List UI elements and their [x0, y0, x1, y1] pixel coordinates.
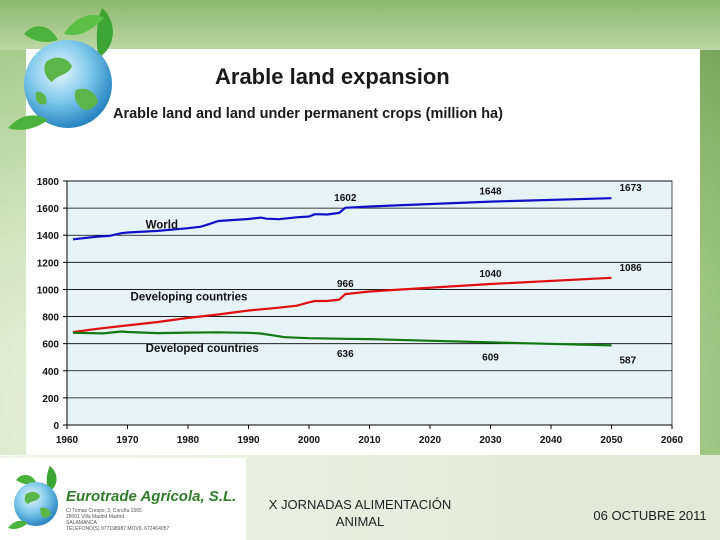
company-name: Eurotrade Agrícola, S.L. [66, 488, 237, 505]
chart-subtitle: Arable land and land under permanent cro… [113, 106, 503, 122]
event-date: 06 OCTUBRE 2011 [593, 508, 707, 523]
series-label: Developing countries [131, 291, 248, 303]
y-tick-label: 600 [42, 340, 59, 351]
plot-area [66, 180, 673, 426]
x-tick-label: 1970 [116, 435, 139, 446]
data-label: 1602 [334, 193, 357, 204]
y-tick-label: 200 [42, 394, 59, 405]
x-tick-label: 2010 [358, 435, 381, 446]
data-label: 1648 [479, 187, 502, 198]
data-label: 966 [337, 279, 354, 290]
x-tick-label: 1980 [177, 435, 200, 446]
data-label: 636 [337, 349, 354, 360]
x-tick-label: 1990 [237, 435, 260, 446]
company-detail-line: SALAMANCA [66, 520, 97, 526]
event-title-line1: X JORNADAS ALIMENTACIÓN [268, 497, 452, 512]
x-tick-label: 2040 [540, 435, 563, 446]
series-label: World [146, 219, 178, 231]
chart-title: Arable land expansion [215, 64, 450, 89]
y-tick-label: 1800 [37, 177, 60, 188]
data-label: 609 [482, 352, 499, 363]
x-tick-label: 2050 [600, 435, 623, 446]
data-label: 1040 [479, 269, 502, 280]
globe-logo-icon [8, 8, 113, 130]
data-label: 1086 [620, 263, 643, 274]
company-details: C/ Tomas Crespo, 3, Coruña 1565 28001 Vi… [66, 508, 236, 532]
x-tick-label: 2060 [661, 435, 684, 446]
data-label: 587 [620, 355, 637, 366]
series-line-world [72, 197, 612, 241]
x-tick-label: 2020 [419, 435, 442, 446]
company-detail-line: TELEFONO(S) 977198987 MOVIL 672464057 [66, 526, 170, 532]
y-tick-label: 1200 [37, 258, 60, 269]
event-title: X JORNADAS ALIMENTACIÓN ANIMAL [255, 496, 465, 530]
series-label: Developed countries [146, 343, 259, 355]
y-tick-label: 800 [42, 313, 59, 324]
y-tick-label: 1000 [37, 285, 60, 296]
footer-logo-box [0, 458, 246, 540]
x-tick-label: 2030 [479, 435, 502, 446]
company-detail-line: C/ Tomas Crespo, 3, Coruña 1565 [66, 508, 142, 514]
event-title-line2: ANIMAL [335, 514, 385, 529]
y-tick-label: 1600 [37, 204, 60, 215]
series-line-developed-countries [72, 330, 612, 347]
x-tick-label: 2000 [298, 435, 321, 446]
company-detail-line: 28001 Villa Madrid Madrid [66, 514, 124, 520]
small-globe-logo-icon [8, 466, 58, 529]
x-tick-label: 1960 [56, 435, 79, 446]
y-tick-label: 1400 [37, 231, 60, 242]
y-tick-label: 0 [53, 421, 59, 432]
series-line-developing-countries [72, 276, 612, 334]
slide-background-top [0, 0, 720, 50]
y-tick-label: 400 [42, 367, 59, 378]
data-label: 1673 [620, 183, 643, 194]
